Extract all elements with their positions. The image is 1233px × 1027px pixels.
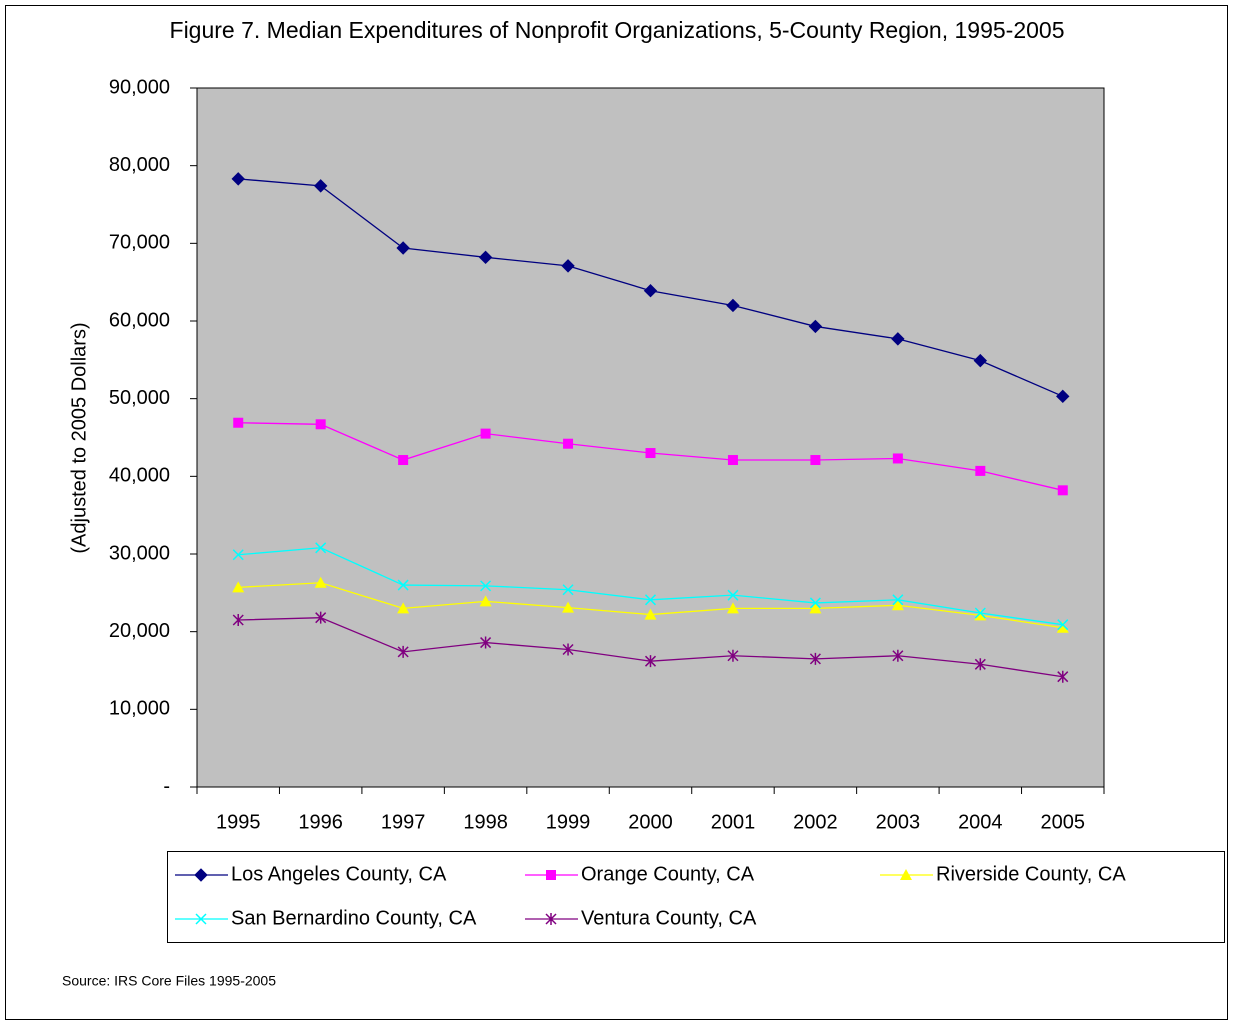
marker <box>892 453 903 464</box>
y-tick-label: 40,000 <box>109 465 170 487</box>
x-tick-label: 2003 <box>876 811 921 833</box>
marker <box>398 455 409 466</box>
marker <box>231 172 245 186</box>
marker <box>973 353 988 368</box>
marker <box>891 332 905 346</box>
marker <box>726 602 739 614</box>
marker <box>975 465 986 476</box>
legend-label: Orange County, CA <box>581 863 755 885</box>
marker <box>643 284 658 298</box>
marker <box>232 549 244 561</box>
x-tick-label: 1999 <box>546 811 591 833</box>
y-tick-label: 60,000 <box>109 309 170 331</box>
marker <box>727 455 738 466</box>
marker <box>1056 389 1070 404</box>
marker <box>892 649 904 662</box>
legend-label: Los Angeles County, CA <box>231 863 447 885</box>
plot-area <box>196 87 1105 788</box>
marker <box>396 241 410 255</box>
source-note: Source: IRS Core Files 1995-2005 <box>62 973 276 989</box>
marker <box>314 576 327 588</box>
marker <box>232 614 244 627</box>
marker <box>891 599 904 611</box>
marker <box>480 580 492 592</box>
marker <box>727 649 739 662</box>
marker <box>480 428 491 439</box>
marker <box>644 594 657 606</box>
x-tick-label: 1995 <box>216 811 261 833</box>
marker <box>232 581 245 593</box>
x-tick-label: 2004 <box>958 811 1003 833</box>
marker <box>479 595 492 607</box>
marker <box>808 319 823 334</box>
marker <box>563 438 574 449</box>
marker <box>315 611 327 624</box>
marker <box>233 417 244 428</box>
marker <box>562 601 575 613</box>
marker <box>810 455 821 466</box>
marker <box>726 298 740 313</box>
marker <box>397 579 409 591</box>
x-tick-label: 1998 <box>463 811 508 833</box>
marker <box>1057 670 1069 683</box>
legend-marker <box>900 869 912 880</box>
marker <box>645 448 656 459</box>
legend-marker <box>194 868 208 882</box>
marker <box>397 602 410 614</box>
marker <box>644 655 657 668</box>
marker <box>561 259 575 273</box>
y-tick-label: 20,000 <box>109 620 170 642</box>
x-tick-label: 2002 <box>793 811 838 833</box>
marker <box>727 589 739 601</box>
y-tick-label: 10,000 <box>109 698 170 720</box>
marker <box>892 594 904 606</box>
marker <box>313 179 328 193</box>
marker <box>1057 619 1069 631</box>
x-tick-label: 2000 <box>628 811 673 833</box>
marker <box>974 607 986 619</box>
marker <box>315 542 327 554</box>
y-tick-label: 30,000 <box>109 542 170 564</box>
marker <box>974 609 987 621</box>
x-tick-label: 1996 <box>298 811 343 833</box>
y-tick-label: - <box>163 775 170 797</box>
y-tick-label: 80,000 <box>109 154 170 176</box>
chart-title: Figure 7. Median Expenditures of Nonprof… <box>169 17 1065 43</box>
marker <box>562 584 574 596</box>
y-tick-label: 50,000 <box>109 387 170 409</box>
x-tick-label: 1997 <box>381 811 426 833</box>
marker <box>315 419 326 430</box>
x-tick-label: 2005 <box>1041 811 1086 833</box>
x-tick-label: 2001 <box>711 811 756 833</box>
y-tick-label: 70,000 <box>109 232 170 254</box>
marker <box>1057 485 1068 496</box>
legend-label: Ventura County, CA <box>581 907 757 929</box>
marker <box>974 658 986 671</box>
legend-box <box>167 851 1225 943</box>
marker <box>809 652 821 665</box>
marker <box>478 250 493 265</box>
legend-marker <box>545 913 557 925</box>
legend-label: Riverside County, CA <box>936 863 1126 885</box>
marker <box>809 597 821 609</box>
legend-marker <box>546 870 556 880</box>
y-tick-label: 90,000 <box>109 76 170 98</box>
marker <box>809 602 822 614</box>
legend-marker <box>195 913 207 925</box>
marker <box>1056 621 1069 633</box>
marker <box>562 643 574 656</box>
marker <box>397 645 409 658</box>
marker <box>480 636 492 649</box>
y-axis-label: (Adjusted to 2005 Dollars) <box>68 322 90 553</box>
legend-label: San Bernardino County, CA <box>231 907 477 929</box>
marker <box>644 608 657 620</box>
